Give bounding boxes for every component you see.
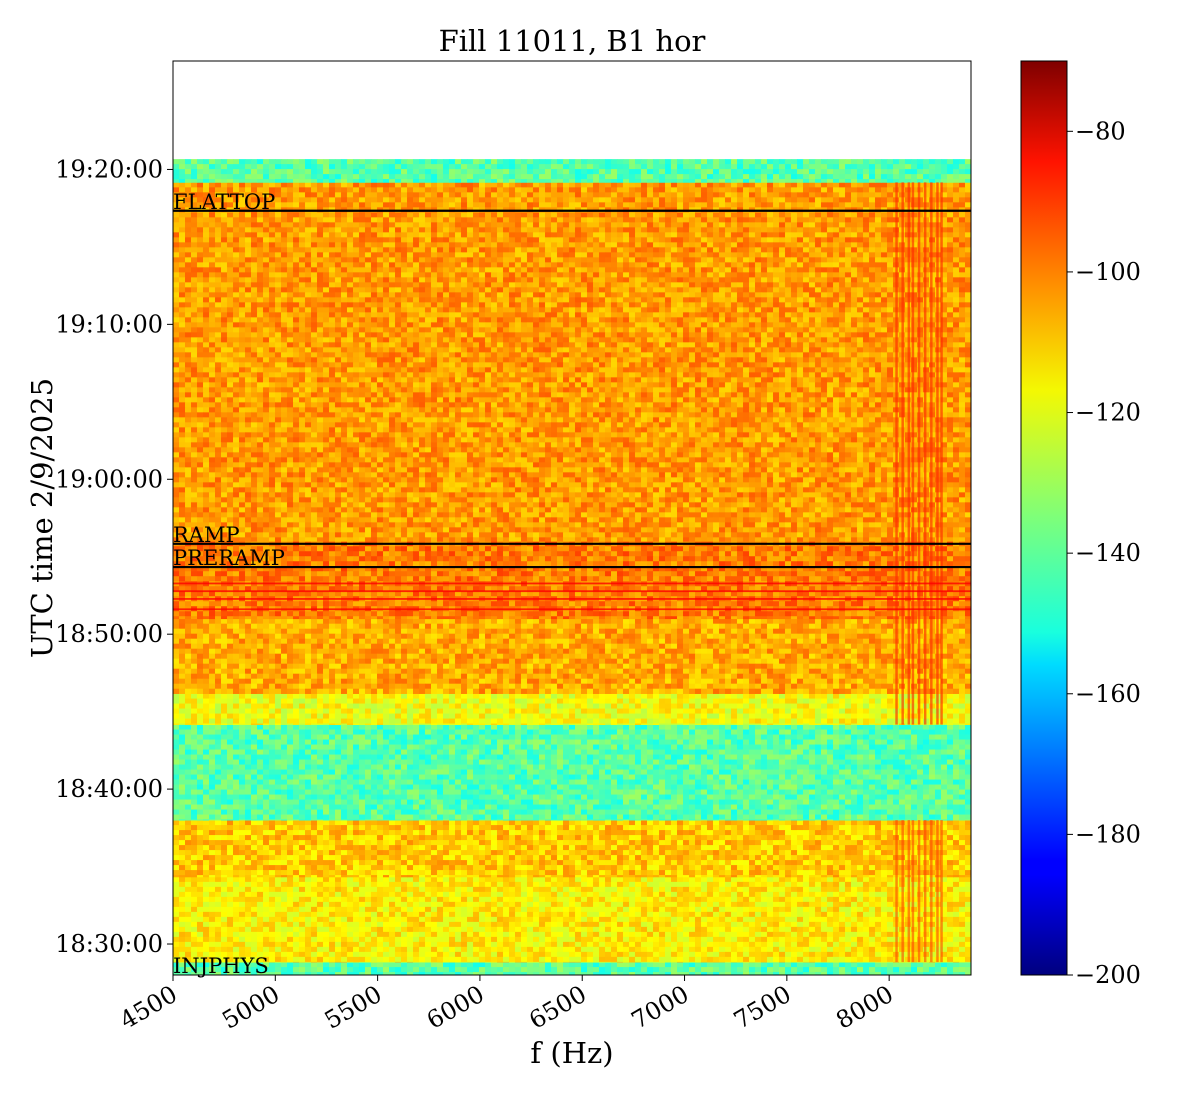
x-tick-label: 6500 — [524, 980, 591, 1035]
streak-line — [911, 820, 915, 963]
y-axis: 18:30:00 18:40:00 18:50:00 19:00:00 19:10:00… — [55, 155, 173, 958]
y-tick-label: 19:00:00 — [55, 465, 163, 493]
intensity-band — [173, 618, 972, 694]
intensity-band — [173, 182, 972, 542]
x-axis: 4500 5000 5500 6000 6500 7000 7500 8000 — [115, 975, 898, 1035]
intensity-band — [173, 541, 972, 620]
streak-line — [895, 820, 898, 963]
streak-line — [940, 182, 943, 725]
intensity-band — [173, 724, 972, 821]
streak-line — [923, 182, 927, 725]
y-tick-label: 19:20:00 — [55, 155, 163, 183]
colorbar-tick-label: −160 — [1075, 680, 1141, 708]
disturbance-line — [173, 582, 971, 585]
intensity-band — [173, 820, 972, 878]
x-tick-label: 4500 — [115, 980, 182, 1035]
y-tick-label: 18:40:00 — [55, 775, 163, 803]
x-axis-label: f (Hz) — [530, 1036, 613, 1070]
streak-line — [907, 820, 911, 963]
x-tick-label: 5500 — [320, 980, 387, 1035]
y-tick-label: 18:30:00 — [55, 930, 163, 958]
y-tick-label: 19:10:00 — [55, 310, 163, 338]
phase-label: INJPHYS — [173, 954, 269, 978]
colorbar-tick-label: −120 — [1075, 399, 1141, 427]
phase-label: FLATTOP — [173, 190, 275, 214]
intensity-band — [173, 962, 972, 976]
intensity-band — [173, 876, 972, 963]
streak-line — [917, 182, 921, 725]
y-axis-label: UTC time 2/9/2025 — [25, 378, 59, 658]
colorbar: −80 −100 −120 −140 −160 −180 −200 — [1020, 60, 1141, 989]
streak-line — [901, 182, 904, 725]
colorbar-tick-label: −180 — [1075, 820, 1141, 848]
streak-line — [907, 182, 911, 725]
streak-line — [936, 182, 939, 725]
streak-line — [930, 182, 933, 725]
chart-title: Fill 11011, B1 hor — [439, 24, 706, 58]
disturbance-line — [173, 608, 971, 611]
colorbar-ticks: −80 −100 −120 −140 −160 −180 −200 — [1067, 117, 1141, 989]
streak-line — [901, 820, 904, 963]
y-tick-label: 18:50:00 — [55, 620, 163, 648]
x-tick-label: 5000 — [217, 980, 284, 1035]
colorbar-tick-label: −140 — [1075, 539, 1141, 567]
colorbar-tick-label: −100 — [1075, 258, 1141, 286]
streak-line — [923, 820, 927, 963]
streak-line — [917, 820, 921, 963]
streak-line — [930, 820, 933, 963]
streak-line — [911, 182, 915, 725]
colorbar-tick-label: −200 — [1075, 961, 1141, 989]
x-tick-label: 7000 — [627, 980, 694, 1035]
intensity-band — [173, 693, 972, 725]
streak-line — [895, 182, 898, 725]
streak-line — [936, 820, 939, 963]
streak-line — [940, 820, 943, 963]
spectral-streaks — [173, 182, 971, 963]
x-tick-label: 6000 — [422, 980, 489, 1035]
phase-label: RAMP — [173, 523, 240, 547]
colorbar-tick-label: −80 — [1075, 117, 1126, 145]
colorbar-gradient — [1020, 60, 1068, 976]
x-tick-label: 7500 — [729, 980, 796, 1035]
phase-label: PRERAMP — [173, 546, 285, 570]
plot-frame — [172, 60, 972, 976]
intensity-band — [173, 159, 972, 183]
disturbance-line — [173, 590, 971, 593]
x-tick-label: 8000 — [831, 980, 898, 1035]
disturbance-line — [173, 598, 971, 600]
